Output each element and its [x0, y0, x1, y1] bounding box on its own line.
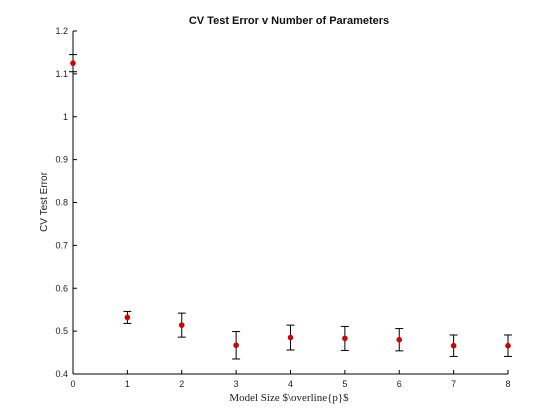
x-tick-label: 7: [451, 379, 456, 389]
y-tick-label: 0.9: [55, 155, 68, 165]
data-point: [287, 334, 294, 341]
data-point: [70, 60, 76, 66]
x-tick-label: 6: [397, 379, 402, 389]
data-point: [505, 342, 511, 349]
y-tick-label: 0.4: [55, 369, 68, 379]
y-tick-label: 1: [63, 112, 68, 122]
y-tick-label: 0.5: [55, 326, 68, 336]
x-axis-label: Model Size $\overline{p}$: [229, 392, 349, 404]
x-tick-label: 8: [505, 379, 510, 389]
x-tick-label: 5: [342, 379, 347, 389]
y-axis-label: CV Test Error: [39, 171, 50, 231]
y-ticks: 0.4 0.5 0.6 0.7 0.8 0.9 1 1.1 1.2: [55, 26, 77, 379]
y-tick-label: 1.2: [55, 26, 68, 36]
data-point: [450, 342, 457, 349]
data-points: [70, 60, 511, 349]
x-tick-label: 2: [179, 379, 184, 389]
x-ticks: 0 1 2 3 4 5 6 7 8: [70, 370, 511, 389]
error-bars: [69, 54, 512, 360]
x-tick-label: 4: [288, 379, 293, 389]
y-tick-label: 1.1: [55, 69, 68, 79]
data-point: [124, 314, 131, 321]
y-tick-label: 0.6: [55, 283, 68, 293]
x-tick-label: 3: [234, 379, 239, 389]
y-tick-label: 0.7: [55, 240, 68, 250]
axes: [72, 31, 508, 375]
data-point: [396, 336, 403, 343]
data-point: [178, 322, 185, 328]
data-point: [233, 342, 239, 349]
data-point: [342, 335, 348, 342]
x-tick-label: 1: [125, 379, 130, 389]
y-tick-label: 0.8: [55, 198, 68, 208]
x-tick-label: 0: [70, 379, 75, 389]
chart-title: CV Test Error v Number of Parameters: [189, 15, 389, 27]
